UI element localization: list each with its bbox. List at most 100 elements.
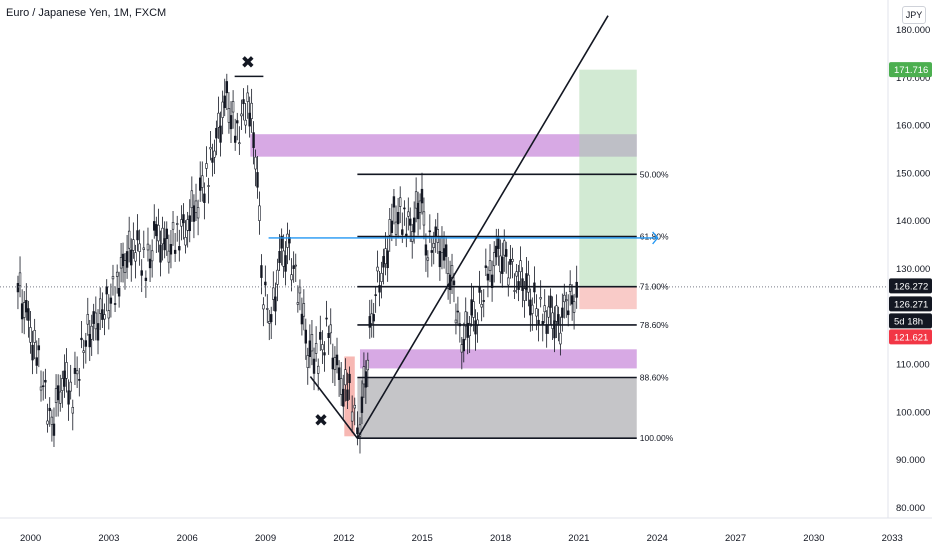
candle-body xyxy=(246,92,249,102)
candle-body xyxy=(456,310,460,313)
candle-body xyxy=(335,354,339,366)
candle-body xyxy=(555,305,558,322)
candle-body xyxy=(346,389,349,401)
candle-body xyxy=(284,255,287,272)
candle-body xyxy=(171,222,175,230)
candle-body xyxy=(356,427,359,435)
candle-body xyxy=(472,301,475,318)
candle-body xyxy=(103,314,106,320)
candle-body xyxy=(430,250,433,253)
candle-body xyxy=(545,324,548,334)
candle-body xyxy=(233,135,237,143)
x-tick-label: 2012 xyxy=(333,533,354,544)
candle-body xyxy=(33,330,36,343)
candle-body xyxy=(29,327,32,343)
candle-body xyxy=(119,257,123,269)
candle-body xyxy=(121,253,125,267)
candle-body xyxy=(333,357,337,370)
candle-body xyxy=(470,299,473,316)
candle-body xyxy=(105,286,108,295)
candle-body xyxy=(501,256,504,274)
candle-body xyxy=(101,309,104,320)
x-tick-label: 2021 xyxy=(568,533,589,544)
candle-body xyxy=(69,381,72,392)
candle-body xyxy=(462,338,465,352)
candle-body xyxy=(132,239,135,251)
candle-body xyxy=(113,303,117,305)
candle-body xyxy=(378,285,381,293)
candle-body xyxy=(290,274,293,281)
candle-body xyxy=(531,304,534,314)
candle-body xyxy=(464,311,467,327)
current-price-tag-bg xyxy=(889,278,932,294)
currency-button[interactable]: JPY xyxy=(902,6,926,24)
candle-body xyxy=(46,420,49,425)
candle-body xyxy=(414,191,418,209)
candle-body xyxy=(537,319,540,325)
candle-body xyxy=(270,314,273,323)
candle-body xyxy=(323,352,326,356)
candle-body xyxy=(73,367,77,374)
candle-body xyxy=(521,278,524,291)
candle-body xyxy=(348,373,351,383)
candle-body xyxy=(92,311,95,324)
y-tick-label: 170.000 xyxy=(896,73,930,84)
candle-body xyxy=(169,244,173,255)
candle-body xyxy=(492,252,496,267)
candle-body xyxy=(82,350,85,353)
candle-body xyxy=(163,238,166,251)
candle-body xyxy=(18,272,22,287)
current-price-tag: 126.272 xyxy=(894,281,928,292)
candle-body xyxy=(54,388,58,403)
purple-zone-lower xyxy=(359,349,637,369)
candle-body xyxy=(16,283,20,293)
candle-body xyxy=(150,250,154,262)
fib-label: 50.00% xyxy=(640,169,669,179)
candle-body xyxy=(364,371,368,388)
candle-body xyxy=(432,242,435,248)
candle-body xyxy=(196,207,200,219)
candle-body xyxy=(260,265,263,278)
candle-body xyxy=(505,249,508,257)
y-tick-label: 150.000 xyxy=(896,168,930,179)
candle-body xyxy=(480,304,483,308)
trend-line-up xyxy=(356,15,609,439)
candle-body xyxy=(278,251,281,263)
candle-body xyxy=(382,256,385,268)
chart-title: Euro / Japanese Yen, 1M, FXCM xyxy=(6,7,167,19)
x-tick-label: 2015 xyxy=(412,533,433,544)
candle-body xyxy=(107,310,111,319)
candle-body xyxy=(75,370,79,375)
candle-body xyxy=(418,200,422,213)
candle-body xyxy=(35,357,38,366)
candle-body xyxy=(227,108,231,123)
candle-body xyxy=(567,310,570,316)
green-target-zone xyxy=(579,69,637,287)
candle-body xyxy=(388,219,391,236)
candle-body xyxy=(442,248,446,261)
candle-body xyxy=(362,366,366,385)
candle-body xyxy=(294,264,297,267)
candle-body xyxy=(372,314,375,322)
candle-body xyxy=(25,300,28,313)
candle-body xyxy=(460,344,464,353)
stop-price-tag: 121.621 xyxy=(894,332,928,343)
x-mark-top: ✖ xyxy=(241,53,255,72)
y-tick-label: 130.000 xyxy=(896,264,930,275)
current-price-tag-2-bg xyxy=(889,296,932,312)
candle-body xyxy=(262,304,265,310)
candle-body xyxy=(173,249,177,254)
stop-price-tag-bg xyxy=(889,329,932,345)
candle-body xyxy=(392,196,396,208)
candle-body xyxy=(482,300,485,302)
candle-body xyxy=(180,219,183,227)
candle-body xyxy=(342,388,345,407)
candle-body xyxy=(252,132,255,148)
candle-body xyxy=(292,265,295,269)
candle-body xyxy=(358,424,362,437)
candle-body xyxy=(240,113,243,117)
candle-body xyxy=(192,205,196,222)
candle-body xyxy=(117,287,121,297)
